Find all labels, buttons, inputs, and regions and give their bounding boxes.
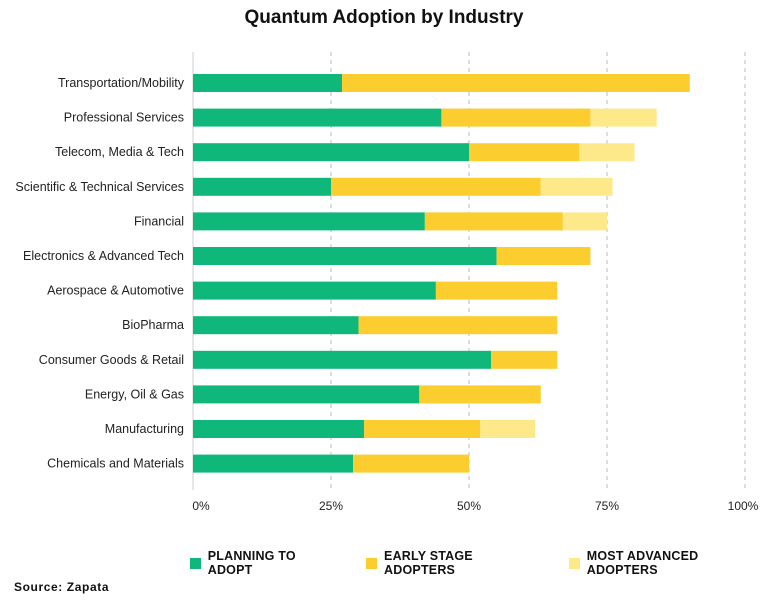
category-label: Scientific & Technical Services [15,180,184,194]
bar-segment [193,74,343,92]
source-note: Source: Zapata [14,580,110,594]
x-tick-label: 0% [192,499,210,513]
bar-segment [193,454,354,473]
legend-swatch-advanced [569,557,580,569]
bar-segment [193,108,442,127]
bar-segment [496,247,591,265]
bar-segment [193,385,420,404]
bar-segment [562,212,607,231]
x-tick-label: 75% [595,499,619,513]
category-label: Transportation/Mobility [58,76,185,90]
chart-plot: Transportation/Mobility Professional Serv… [15,52,759,513]
bar-segment [193,420,365,438]
bar-segment [590,108,657,127]
legend-label-planning: PLANNING TO ADOPT [207,549,296,577]
bar-segment [193,316,359,335]
bar-segment [353,454,469,473]
bar-segment [364,420,481,438]
category-label: Financial [134,214,184,228]
category-label: Telecom, Media & Tech [55,145,184,159]
bar-segment [193,212,425,231]
bar-segment [469,143,580,162]
bar-segment [193,143,469,162]
bar-segment [419,385,541,404]
category-label: Consumer Goods & Retail [39,353,184,367]
category-label: Professional Services [64,111,184,125]
bar-segment [491,350,558,369]
bar-segment [579,143,635,162]
x-tick-label: 50% [457,499,481,513]
category-label: Chemicals and Materials [47,457,184,471]
category-labels: Transportation/Mobility Professional Serv… [15,76,184,471]
bar-segment [435,281,558,300]
bar-segment [193,281,436,300]
legend-swatch-early [366,557,378,569]
bar-segment [358,316,558,335]
legend-item-advanced: MOST ADVANCED ADOPTERS [569,549,768,577]
legend-item-planning: PLANNING TO ADOPT [190,549,340,577]
category-label: Energy, Oil & Gas [85,387,184,401]
bar-segment [342,74,690,92]
bar-segment [540,177,613,196]
legend-label-early: EARLY STAGE ADOPTERS [384,549,473,577]
legend-swatch-planning [190,557,201,569]
bar-segment [193,177,331,196]
legend: PLANNING TO ADOPT EARLY STAGE ADOPTERS M… [190,549,768,577]
category-label: Electronics & Advanced Tech [23,249,184,263]
legend-item-early: EARLY STAGE ADOPTERS [366,549,543,577]
x-tick-labels: 0% 25% 50% 75% 100% [192,499,758,513]
bar-segment [193,350,492,369]
bar-segment [480,420,536,438]
x-tick-label: 25% [319,499,343,513]
bars [193,74,690,473]
bar-segment [331,177,541,196]
bar-segment [441,108,591,127]
x-tick-label: 100% [728,499,759,513]
category-label: Aerospace & Automotive [47,284,184,298]
bar-segment [193,247,497,265]
category-label: BioPharma [122,318,184,332]
category-label: Manufacturing [105,422,184,436]
chart-title: Quantum Adoption by Industry [244,7,524,28]
bar-segment [424,212,563,231]
legend-label-advanced: MOST ADVANCED ADOPTERS [586,549,699,577]
